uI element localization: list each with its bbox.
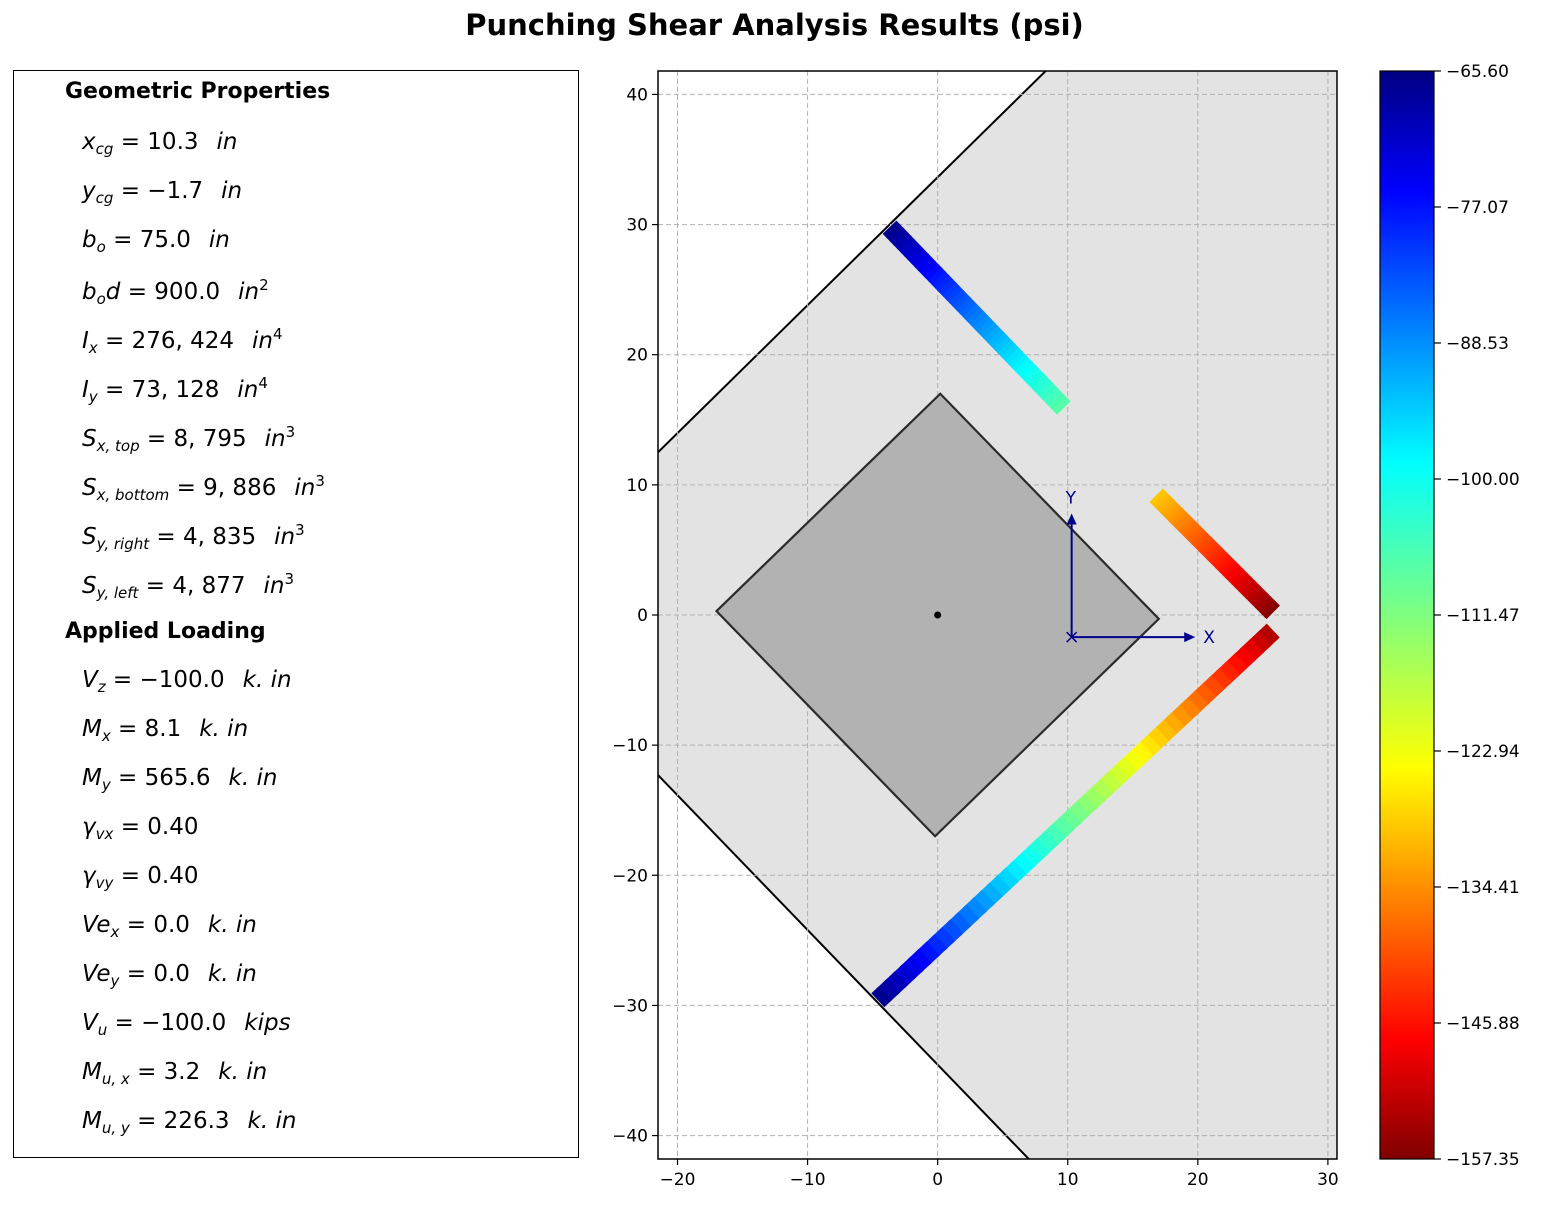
geometry-equation: Ix = 276, 424 in4 <box>82 325 283 357</box>
y-tick-label: −10 <box>612 736 648 756</box>
geometry-equation: Iy = 73, 128 in4 <box>82 374 268 406</box>
y-tick-label: 40 <box>626 85 648 105</box>
colorbar-tick-label: −111.47 <box>1446 606 1520 626</box>
stress-segment <box>871 985 893 1008</box>
y-tick-label: 30 <box>626 216 648 236</box>
x-tick-label: −10 <box>790 1170 826 1190</box>
local-y-label: Y <box>1065 488 1077 508</box>
geometry-equation: Sy, right = 4, 835 in3 <box>82 521 305 553</box>
geometric-properties-heading: Geometric Properties <box>65 79 331 104</box>
y-tick-label: 20 <box>626 346 648 366</box>
loading-equation: γvx = 0.40 <box>82 814 199 843</box>
x-tick-label: 30 <box>1317 1170 1339 1190</box>
colorbar <box>1379 70 1435 1160</box>
colorbar-tick-label: −145.88 <box>1446 1014 1520 1034</box>
loading-equation: Mu, x = 3.2 k. in <box>82 1059 268 1088</box>
geometry-equation: Sx, bottom = 9, 886 in3 <box>82 472 325 504</box>
colorbar-tick-label: −157.35 <box>1446 1150 1520 1170</box>
loading-equation: My = 565.6 k. in <box>82 765 278 794</box>
colorbar-tick-label: −65.60 <box>1446 62 1509 82</box>
loading-equation: Vex = 0.0 k. in <box>82 912 257 941</box>
colorbar-tick-label: −134.41 <box>1446 878 1520 898</box>
geometry-equation: xcg = 10.3 in <box>82 129 238 158</box>
chart-title: Punching Shear Analysis Results (psi) <box>465 8 1084 42</box>
geometry-equation: bod = 900.0 in2 <box>82 276 269 308</box>
loading-equation: Vey = 0.0 k. in <box>82 961 257 990</box>
x-tick-label: 0 <box>932 1170 943 1190</box>
stress-segment <box>1053 397 1071 415</box>
local-x-arrowhead <box>1184 632 1196 643</box>
column-center-point <box>934 611 942 619</box>
geometry-equation: bo = 75.0 in <box>82 227 230 256</box>
properties-panel: Geometric Properties xcg = 10.3 in ycg = −1… <box>13 70 579 1158</box>
y-tick-label: −30 <box>612 996 648 1016</box>
loading-equation: γvy = 0.40 <box>82 863 199 892</box>
applied-loading-heading: Applied Loading <box>65 619 266 644</box>
colorbar-tick-label: −122.94 <box>1446 742 1520 762</box>
geometry-equation: Sy, left = 4, 877 in3 <box>82 570 294 602</box>
x-tick-label: 20 <box>1187 1170 1209 1190</box>
colorbar-tick-label: −77.07 <box>1446 198 1509 218</box>
y-tick-label: −40 <box>612 1127 648 1147</box>
colorbar-tick-label: −88.53 <box>1446 334 1509 354</box>
geometry-equation: Sx, top = 8, 795 in3 <box>82 423 296 455</box>
slab-edge-line <box>658 71 1047 454</box>
centroid-marker <box>1066 631 1078 643</box>
y-tick-label: −20 <box>612 866 648 886</box>
loading-equation: Mx = 8.1 k. in <box>82 716 249 745</box>
loading-equation: Vu = −100.0 kips <box>82 1010 291 1039</box>
local-y-arrowhead <box>1066 513 1077 525</box>
colorbar-tick-label: −100.00 <box>1446 470 1520 490</box>
loading-equation: Vz = −100.0 k. in <box>82 667 292 696</box>
y-tick-label: 10 <box>626 476 648 496</box>
stress-segment <box>1264 603 1280 620</box>
x-tick-label: 10 <box>1057 1170 1079 1190</box>
geometry-equation: ycg = −1.7 in <box>82 178 243 207</box>
y-tick-label: 0 <box>637 606 648 626</box>
local-x-label: X <box>1203 628 1215 648</box>
x-tick-label: −20 <box>660 1170 696 1190</box>
slab-edge-line <box>658 774 1030 1159</box>
loading-equation: Mu, y = 226.3 k. in <box>82 1108 297 1137</box>
